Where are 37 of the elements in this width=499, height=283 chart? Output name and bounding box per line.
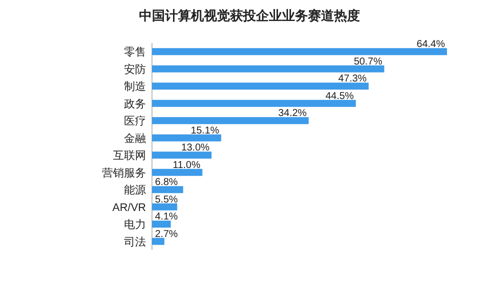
data-label: 64.4% bbox=[416, 39, 446, 50]
y-tick-label: 安防 bbox=[124, 62, 146, 76]
data-label: 13.0% bbox=[181, 142, 210, 154]
bar bbox=[152, 48, 447, 56]
data-label: 4.1% bbox=[155, 212, 178, 223]
bar bbox=[152, 168, 202, 176]
bar bbox=[152, 220, 171, 228]
y-tick-label: 司法 bbox=[124, 235, 146, 248]
y-tick-label: 能源 bbox=[124, 184, 146, 197]
y-tick-label: 政务 bbox=[124, 98, 146, 110]
data-label: 6.8% bbox=[155, 177, 178, 188]
data-label: 15.1% bbox=[190, 125, 220, 136]
y-tick-label: 制造 bbox=[124, 80, 146, 94]
bar bbox=[152, 117, 309, 124]
data-label: 5.5% bbox=[155, 194, 178, 206]
y-tick-label: 金融 bbox=[124, 132, 146, 145]
data-label: 44.5% bbox=[325, 90, 354, 102]
data-label: 50.7% bbox=[354, 56, 382, 68]
bar bbox=[152, 82, 369, 90]
bar bbox=[152, 65, 384, 72]
bar bbox=[152, 186, 184, 194]
data-label: 47.3% bbox=[338, 74, 367, 85]
y-tick-label: 零售 bbox=[124, 46, 146, 59]
y-tick-label: 电力 bbox=[124, 218, 146, 232]
chart-title: 中国计算机视觉获投企业业务赛道热度 bbox=[139, 8, 360, 23]
bar bbox=[152, 203, 178, 210]
y-tick-label: 互联网 bbox=[113, 150, 146, 162]
bar bbox=[152, 152, 212, 159]
data-label: 34.2% bbox=[278, 108, 307, 120]
y-tick-label: AR/VR bbox=[112, 202, 146, 214]
bar bbox=[152, 100, 356, 107]
data-label: 2.7% bbox=[155, 228, 178, 240]
bar bbox=[152, 238, 164, 245]
bar bbox=[152, 134, 222, 142]
y-tick-label: 营销服务 bbox=[102, 166, 146, 180]
y-tick-label: 医疗 bbox=[124, 114, 146, 128]
data-label: 11.0% bbox=[172, 160, 200, 171]
